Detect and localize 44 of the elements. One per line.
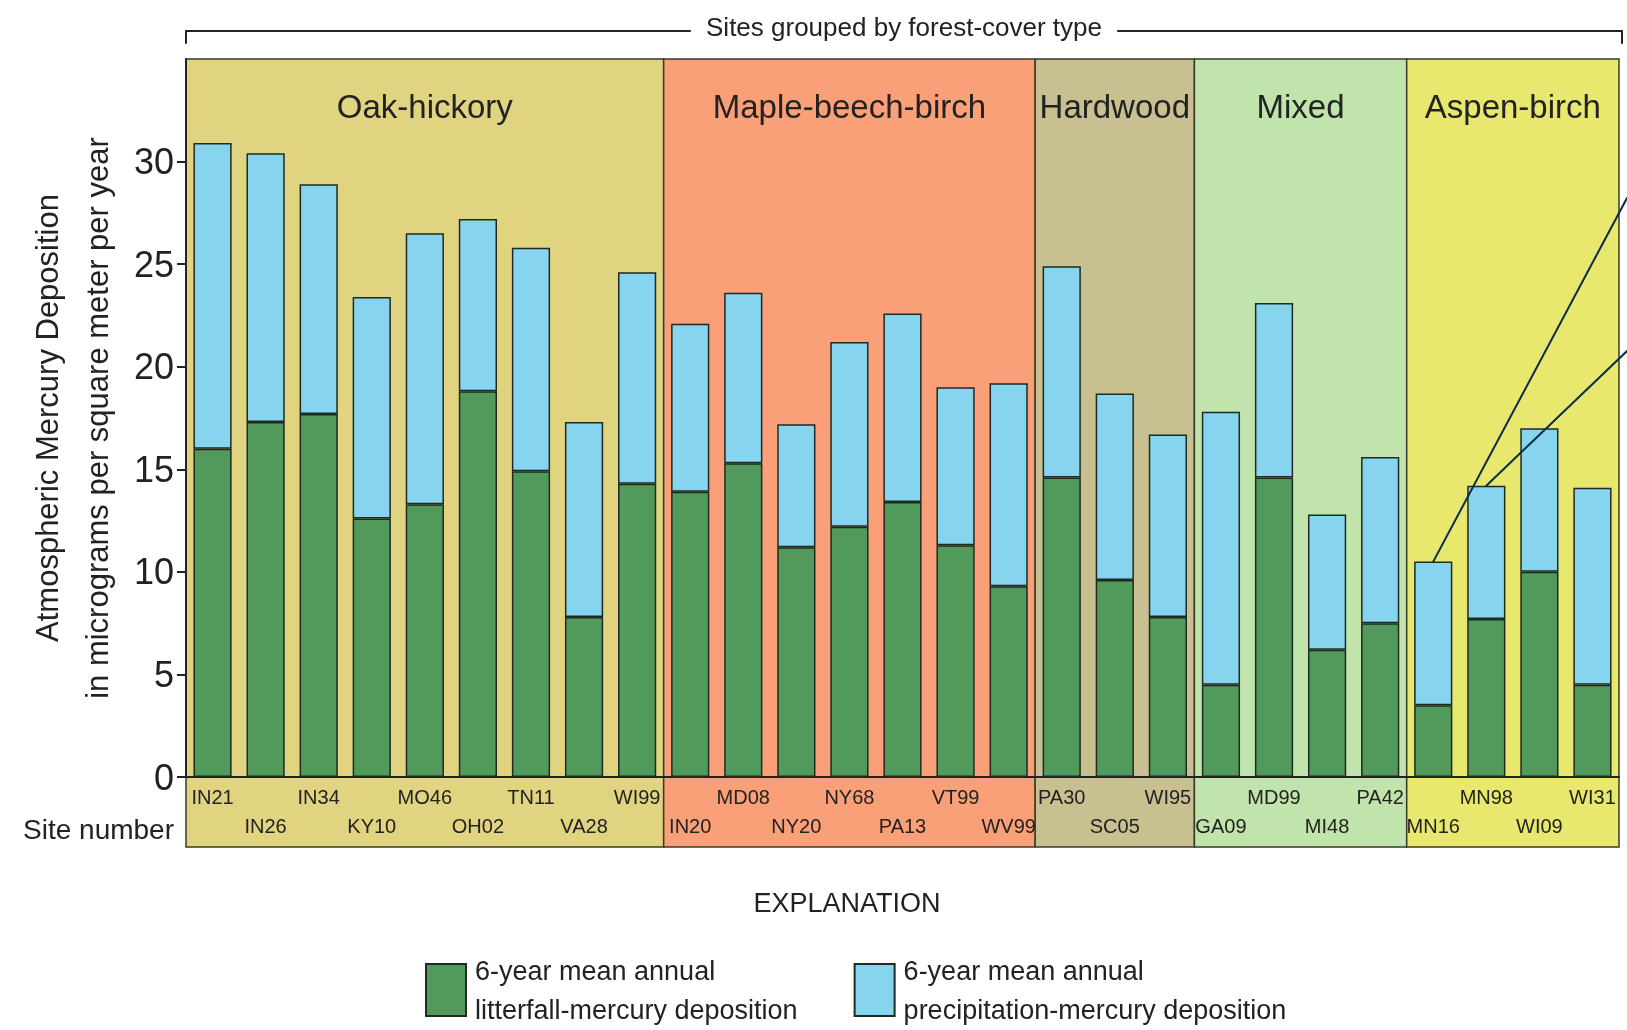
y-tick-label: 25 [133, 243, 174, 285]
x-tick-label: NY20 [771, 815, 822, 837]
x-tick-label: MD08 [716, 786, 770, 808]
x-tick-label: MD99 [1247, 786, 1301, 808]
y-axis-title: Atmospheric Mercury Deposition in micrograms per square meter per year [29, 137, 115, 699]
x-tick-label: VA28 [560, 815, 608, 837]
y-tick-label: 0 [153, 756, 174, 798]
x-tick-label: IN21 [191, 786, 234, 808]
band-label: Hardwood [1039, 87, 1191, 125]
x-tick-label: IN26 [244, 815, 287, 837]
x-axis-title: Site number [23, 813, 174, 845]
x-tick-label: TN11 [507, 786, 555, 808]
y-tick-label: 15 [133, 448, 174, 490]
y-tick-label: 30 [133, 141, 174, 183]
y-tick-label: 10 [133, 551, 174, 593]
x-tick-label: WI31 [1569, 786, 1616, 808]
legend-label: 6-year mean annual litterfall-mercury deposition [475, 955, 798, 1025]
legend-label: 6-year mean annual precipitation-mercury deposition [903, 955, 1287, 1025]
x-tick-label: IN34 [297, 786, 340, 808]
x-tick-label: IN20 [669, 815, 712, 837]
y-tick-label: 5 [153, 653, 174, 695]
x-tick-label: MN98 [1459, 786, 1513, 808]
x-tick-label: NY68 [824, 786, 875, 808]
x-tick-label: MI48 [1304, 815, 1350, 837]
band-label: Maple-beech-birch [712, 87, 987, 125]
x-tick-label: VT99 [931, 786, 980, 808]
x-tick-label: PA13 [878, 815, 927, 837]
x-tick-label: WI95 [1144, 786, 1192, 808]
band-label: Mixed [1256, 87, 1345, 125]
x-tick-label: MN16 [1406, 815, 1460, 837]
chart-title: Sites grouped by forest-cover type [706, 12, 1102, 42]
x-tick-label: KY10 [347, 815, 397, 837]
x-tick-label: OH02 [451, 815, 505, 837]
legend-title: EXPLANATION [753, 888, 941, 918]
x-tick-label: GA09 [1195, 815, 1247, 837]
band-label: Aspen-birch [1424, 87, 1601, 125]
x-tick-label: WI09 [1516, 815, 1563, 837]
x-tick-label: PA42 [1356, 786, 1404, 808]
x-tick-label: MO46 [397, 786, 453, 808]
band-label: Oak-hickory [336, 87, 514, 125]
y-tick-label: 20 [133, 346, 174, 388]
x-tick-label: SC05 [1089, 815, 1140, 837]
x-tick-label: WI99 [613, 786, 661, 808]
x-tick-label: PA30 [1038, 786, 1086, 808]
